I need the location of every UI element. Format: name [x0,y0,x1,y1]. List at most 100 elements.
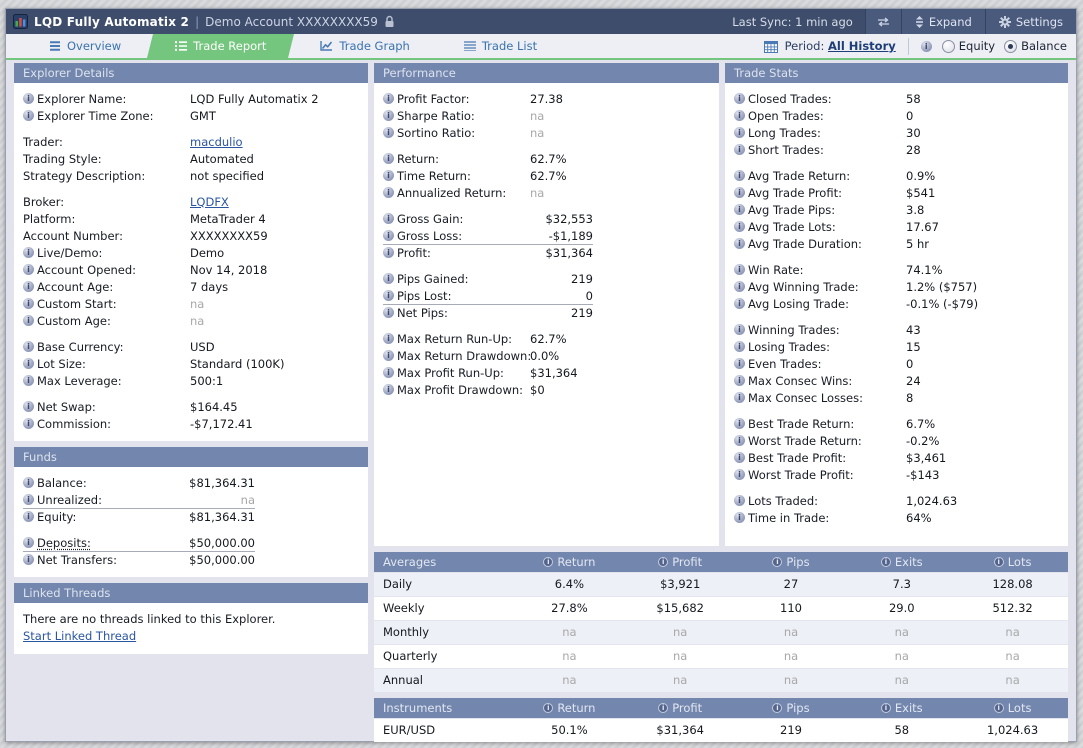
column-header[interactable]: i Pips [735,698,847,718]
info-icon[interactable]: i [23,494,34,505]
info-icon[interactable]: i [734,358,745,369]
info-icon[interactable]: i [23,264,34,275]
tab-trade-report[interactable]: Trade Report [148,34,293,58]
column-header[interactable]: i Exits [846,552,958,572]
info-icon[interactable]: i [734,452,745,463]
info-icon[interactable]: i [383,247,394,258]
info-icon[interactable]: i [734,264,745,275]
info-icon[interactable]: i [23,358,34,369]
info-icon[interactable]: i [23,110,34,121]
info-icon[interactable]: i [880,556,891,567]
info-icon[interactable]: i [734,281,745,292]
radio-equity[interactable]: Equity [941,39,995,53]
info-icon[interactable]: i [23,93,34,104]
info-icon[interactable]: i [734,221,745,232]
field-value-link[interactable]: macdulio [190,134,243,149]
info-icon[interactable]: i [383,290,394,301]
info-icon[interactable]: i [23,281,34,292]
field-value: 64% [906,510,932,525]
info-icon[interactable]: i [543,556,554,567]
column-header[interactable]: i Profit [624,552,736,572]
info-icon[interactable]: i [993,556,1004,567]
info-icon[interactable]: i [734,375,745,386]
field-value: $164.45 [190,399,238,414]
info-icon[interactable]: i [383,384,394,395]
tab-trade-list[interactable]: Trade List [437,34,564,58]
info-icon[interactable]: i [734,238,745,249]
info-icon[interactable]: i [383,170,394,181]
table-row: Weekly 27.8% $15,682 110 29.0 512.32 [374,595,1068,620]
info-icon[interactable]: i [23,477,34,488]
info-icon[interactable]: i [23,401,34,412]
info-icon[interactable]: i [383,273,394,284]
info-icon[interactable]: i [23,375,34,386]
info-icon[interactable]: i [658,556,669,567]
info-icon[interactable]: i [383,213,394,224]
field-label: i Account Opened: [23,263,190,277]
column-header[interactable]: i Pips [735,552,847,572]
info-icon[interactable]: i [23,298,34,309]
column-header[interactable]: i Exits [846,698,958,718]
info-icon[interactable]: i [734,435,745,446]
column-header[interactable]: i Lots [957,698,1068,718]
info-icon[interactable]: i [920,40,932,52]
chart-mode-radios: Equity Balance [941,39,1067,53]
info-icon[interactable]: i [772,556,783,567]
start-linked-thread-link[interactable]: Start Linked Thread [23,629,137,643]
info-icon[interactable]: i [734,469,745,480]
info-icon[interactable]: i [23,341,34,352]
tab-trade-graph[interactable]: Trade Graph [293,34,436,58]
info-icon[interactable]: i [993,702,1004,713]
info-icon[interactable]: i [383,307,394,318]
info-icon[interactable]: i [23,418,34,429]
info-icon[interactable]: i [383,93,394,104]
info-icon[interactable]: i [383,333,394,344]
info-icon[interactable]: i [734,144,745,155]
info-icon[interactable]: i [734,512,745,523]
info-icon[interactable]: i [734,93,745,104]
info-icon[interactable]: i [734,204,745,215]
info-icon[interactable]: i [383,350,394,361]
info-icon[interactable]: i [734,324,745,335]
info-icon[interactable]: i [734,341,745,352]
info-icon[interactable]: i [23,511,34,522]
cell: $31,364 [624,717,736,742]
column-header[interactable]: i Profit [624,698,736,718]
settings-button[interactable]: Settings [984,9,1076,34]
tab-overview[interactable]: Overview [22,34,148,58]
radio-balance[interactable]: Balance [1004,39,1067,53]
info-icon[interactable]: i [383,127,394,138]
info-icon[interactable]: i [383,110,394,121]
info-icon[interactable]: i [383,187,394,198]
info-icon[interactable]: i [734,127,745,138]
info-icon[interactable]: i [23,247,34,258]
info-icon[interactable]: i [734,170,745,181]
column-header-label: Pips [786,554,810,569]
cell: 50.1% [514,717,625,742]
period-selector[interactable]: All History [827,39,896,53]
info-icon[interactable]: i [772,702,783,713]
column-header[interactable]: i Return [514,698,625,718]
info-icon[interactable]: i [23,315,34,326]
field-label-text[interactable]: Deposits: [37,535,91,550]
info-icon[interactable]: i [734,110,745,121]
info-icon[interactable]: i [383,367,394,378]
field-value-link[interactable]: LQDFX [190,194,229,209]
sync-button[interactable] [864,9,901,34]
info-icon[interactable]: i [658,702,669,713]
column-header[interactable]: i Lots [957,552,1068,572]
info-icon[interactable]: i [734,187,745,198]
info-icon[interactable]: i [23,554,34,565]
info-icon[interactable]: i [734,392,745,403]
info-icon[interactable]: i [880,702,891,713]
info-icon[interactable]: i [23,537,34,548]
info-icon[interactable]: i [383,230,394,241]
column-header[interactable]: i Return [514,552,625,572]
info-icon[interactable]: i [734,495,745,506]
field-label: i Avg Trade Profit: [734,186,906,200]
expand-button[interactable]: Expand [900,9,985,34]
info-icon[interactable]: i [543,702,554,713]
info-icon[interactable]: i [734,298,745,309]
info-icon[interactable]: i [383,153,394,164]
info-icon[interactable]: i [734,418,745,429]
